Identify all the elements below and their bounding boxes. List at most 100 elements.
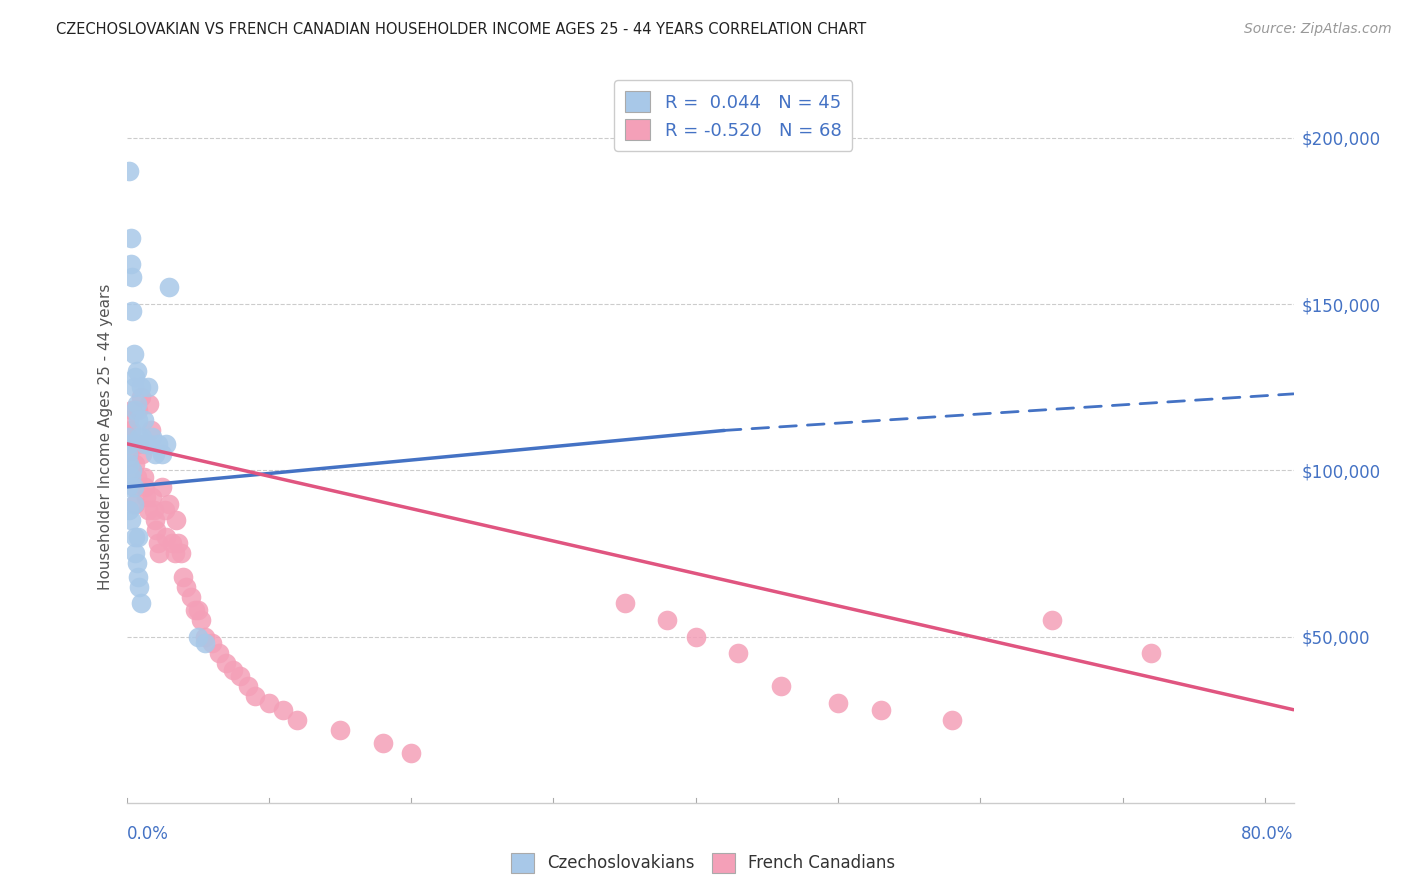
- Point: [131, 430, 153, 444]
- Point: [371, 736, 394, 750]
- Point: [125, 363, 148, 377]
- Point: [118, 447, 141, 461]
- Point: [143, 513, 166, 527]
- Point: [869, 703, 891, 717]
- Point: [117, 447, 139, 461]
- Point: [271, 703, 294, 717]
- Point: [257, 696, 280, 710]
- Point: [121, 463, 143, 477]
- Point: [122, 347, 145, 361]
- Point: [136, 503, 159, 517]
- Point: [118, 503, 141, 517]
- Point: [146, 436, 169, 450]
- Point: [194, 636, 217, 650]
- Point: [770, 680, 793, 694]
- Point: [118, 436, 141, 450]
- Point: [146, 536, 169, 550]
- Point: [150, 480, 173, 494]
- Point: [138, 436, 160, 450]
- Text: 0.0%: 0.0%: [127, 825, 169, 843]
- Point: [132, 413, 155, 427]
- Point: [128, 580, 150, 594]
- Point: [194, 630, 217, 644]
- Point: [172, 570, 194, 584]
- Point: [141, 430, 163, 444]
- Point: [131, 447, 153, 461]
- Point: [243, 690, 266, 704]
- Point: [124, 370, 146, 384]
- Point: [138, 397, 160, 411]
- Point: [117, 457, 139, 471]
- Point: [399, 746, 422, 760]
- Point: [163, 546, 186, 560]
- Point: [118, 457, 141, 471]
- Point: [157, 497, 180, 511]
- Point: [184, 603, 207, 617]
- Point: [127, 403, 149, 417]
- Point: [134, 436, 156, 450]
- Point: [120, 230, 142, 244]
- Point: [117, 480, 139, 494]
- Legend: R =  0.044   N = 45, R = -0.520   N = 68: R = 0.044 N = 45, R = -0.520 N = 68: [614, 80, 852, 151]
- Point: [124, 497, 146, 511]
- Point: [120, 470, 142, 484]
- Y-axis label: Householder Income Ages 25 - 44 years: Householder Income Ages 25 - 44 years: [98, 284, 114, 591]
- Point: [125, 470, 148, 484]
- Point: [155, 436, 177, 450]
- Point: [128, 436, 150, 450]
- Point: [142, 503, 165, 517]
- Point: [285, 713, 308, 727]
- Point: [121, 270, 143, 285]
- Point: [122, 480, 145, 494]
- Point: [132, 470, 155, 484]
- Point: [121, 403, 143, 417]
- Point: [120, 513, 142, 527]
- Point: [129, 390, 152, 404]
- Point: [143, 447, 166, 461]
- Point: [180, 590, 202, 604]
- Point: [124, 546, 146, 560]
- Point: [165, 513, 187, 527]
- Point: [118, 164, 141, 178]
- Point: [150, 447, 173, 461]
- Point: [127, 570, 149, 584]
- Point: [139, 424, 162, 438]
- Point: [118, 413, 141, 427]
- Point: [124, 457, 146, 471]
- Text: Source: ZipAtlas.com: Source: ZipAtlas.com: [1244, 22, 1392, 37]
- Point: [124, 403, 146, 417]
- Point: [187, 603, 209, 617]
- Point: [148, 546, 170, 560]
- Point: [1140, 646, 1163, 660]
- Point: [120, 424, 142, 438]
- Point: [136, 380, 159, 394]
- Point: [229, 669, 252, 683]
- Point: [169, 546, 191, 560]
- Point: [127, 413, 149, 427]
- Point: [176, 580, 198, 594]
- Point: [129, 380, 152, 394]
- Point: [157, 280, 180, 294]
- Point: [657, 613, 679, 627]
- Point: [122, 436, 145, 450]
- Point: [117, 430, 139, 444]
- Point: [187, 630, 209, 644]
- Point: [613, 596, 636, 610]
- Point: [222, 663, 245, 677]
- Point: [134, 480, 156, 494]
- Point: [236, 680, 259, 694]
- Point: [125, 397, 148, 411]
- Text: 80.0%: 80.0%: [1241, 825, 1294, 843]
- Point: [155, 530, 177, 544]
- Point: [117, 430, 139, 444]
- Point: [121, 463, 143, 477]
- Point: [190, 613, 212, 627]
- Point: [122, 497, 145, 511]
- Point: [128, 430, 150, 444]
- Point: [827, 696, 849, 710]
- Point: [941, 713, 963, 727]
- Point: [201, 636, 224, 650]
- Point: [1040, 613, 1063, 627]
- Text: CZECHOSLOVAKIAN VS FRENCH CANADIAN HOUSEHOLDER INCOME AGES 25 - 44 YEARS CORRELA: CZECHOSLOVAKIAN VS FRENCH CANADIAN HOUSE…: [56, 22, 866, 37]
- Point: [208, 646, 231, 660]
